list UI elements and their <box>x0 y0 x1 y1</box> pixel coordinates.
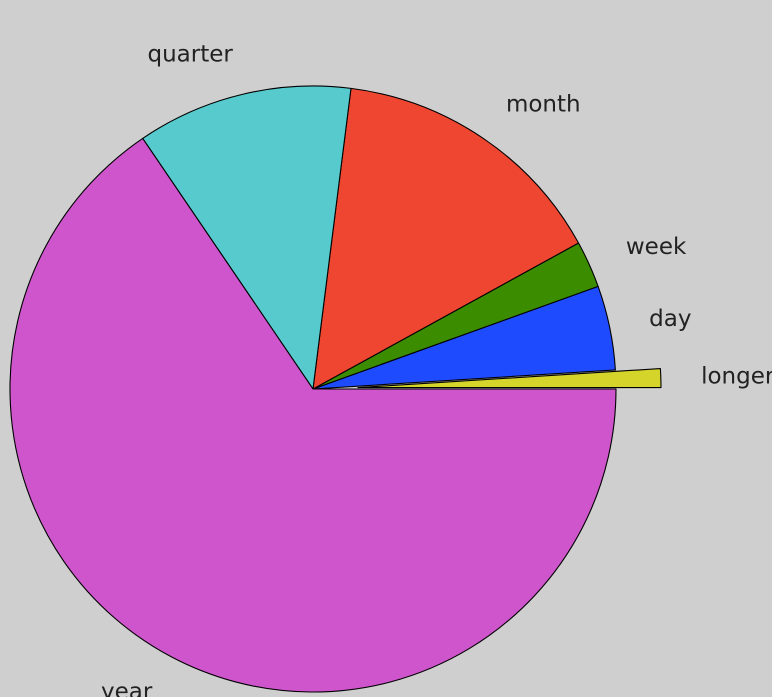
pie-slice-quarter <box>142 85 352 390</box>
pie-slice-longer <box>357 368 662 389</box>
pie-label-month: month <box>506 92 581 118</box>
pie-slice-month <box>312 87 580 390</box>
pie-label-year: year <box>101 679 153 697</box>
pie-label-week: week <box>626 234 687 260</box>
pie-label-quarter: quarter <box>147 42 233 68</box>
pie-labels: longer day week month quarter year <box>101 42 772 697</box>
pie-slice-year <box>9 137 617 693</box>
pie-label-day: day <box>649 306 691 332</box>
pie-label-longer: longer <box>701 363 772 389</box>
pie-slices <box>9 85 662 693</box>
